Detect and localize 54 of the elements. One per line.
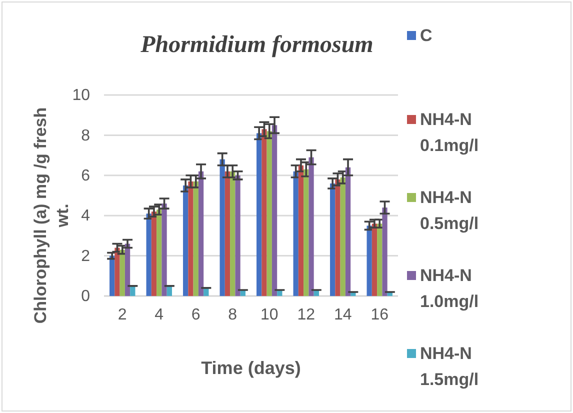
bar [272,125,278,296]
x-tick-label: 8 [228,306,238,324]
legend-label: NH4-N 1.0mg/l [420,266,479,311]
x-tick-label: 6 [191,306,200,324]
x-tick-label: 4 [154,306,164,324]
bar [330,183,336,296]
bar [372,224,378,296]
bar [335,179,340,296]
bar [293,171,298,296]
bar [308,157,314,296]
y-axis-title: Chlorophyll (a) mg /g fresh wt. [31,107,72,324]
bar [120,250,125,296]
bar [304,169,309,296]
y-tick-label: 4 [81,208,90,225]
bar [382,208,388,296]
bar [162,204,167,296]
y-tick-label: 2 [81,248,90,265]
bar [230,171,236,296]
y-tick-label: 10 [72,87,90,104]
bar [146,214,152,296]
legend-label: NH4-N 0.1mg/l [420,110,479,155]
x-tick-label: 12 [297,306,316,324]
y-tick-label: 0 [81,288,90,306]
bar [193,181,198,296]
bar [110,256,115,296]
bar [298,165,304,296]
chart-title: Phormidium formosum [140,32,374,58]
x-tick-label: 14 [334,306,352,324]
y-tick-label: 6 [81,168,90,185]
bar [345,167,351,296]
bar [198,171,204,296]
x-axis-title: Time (days) [201,358,301,378]
bar [124,244,130,296]
legend-label: NH4-N 1.5mg/l [420,344,479,389]
bar [235,175,240,296]
bar [114,248,120,296]
legend-label: C [420,26,432,45]
bar [366,226,372,296]
bar [183,185,188,296]
x-tick-label: 2 [118,306,127,324]
bar [188,181,194,296]
bar [256,133,262,296]
legend-label: NH4-N 0.5mg/l [420,188,479,233]
y-tick-label: 8 [81,127,90,144]
x-tick-label: 16 [370,306,389,324]
x-tick-label: 10 [260,306,278,324]
bar [266,131,272,296]
bar [156,210,162,296]
bar [262,129,267,296]
bar [224,171,230,296]
bar [377,224,382,296]
bar [220,159,225,296]
bar [151,212,157,296]
bar [340,177,346,296]
